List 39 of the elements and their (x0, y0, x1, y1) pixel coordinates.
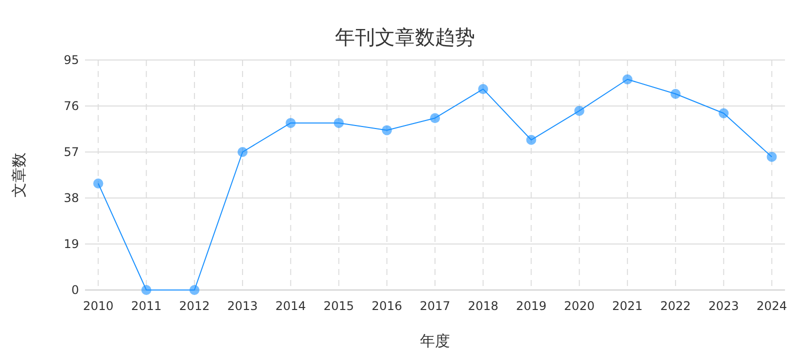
x-tick-label: 2011 (131, 299, 162, 313)
x-tick-label: 2015 (324, 299, 354, 313)
x-tick-label: 2023 (708, 299, 739, 313)
x-tick-label: 2010 (82, 299, 114, 313)
point (430, 113, 440, 124)
x-tick-label: 2021 (612, 299, 643, 313)
x-axis-title: 年度 (420, 332, 450, 350)
x-tick-label: 2014 (275, 299, 306, 313)
x-tick-label: 2017 (420, 299, 450, 313)
y-tick-label: 19 (64, 237, 79, 252)
y-tick-label: 76 (64, 99, 79, 114)
x-tick-label: 2020 (564, 299, 595, 313)
x-tick-label: 2019 (516, 299, 546, 313)
y-tick-label: 95 (64, 53, 79, 68)
point (526, 134, 536, 145)
y-tick-label: 0 (71, 283, 79, 298)
chart-title: 年刊文章数趋势 (335, 25, 475, 49)
x-tick-label: 2016 (372, 299, 402, 313)
y-tick-label: 57 (64, 145, 79, 160)
y-axis-title: 文章数 (10, 152, 28, 198)
y-tick-label: 38 (64, 191, 79, 206)
point (141, 285, 152, 295)
point (286, 118, 296, 128)
point (670, 88, 681, 99)
point (189, 285, 200, 295)
point (238, 147, 248, 157)
x-tick-label: 2022 (660, 299, 691, 313)
point (574, 106, 584, 116)
point (382, 125, 392, 136)
x-tick-label: 2012 (179, 299, 210, 313)
x-tick-label: 2018 (468, 299, 498, 313)
point (93, 178, 104, 188)
point (622, 74, 632, 84)
x-tick-label: 2013 (227, 299, 258, 313)
point (334, 118, 344, 128)
point (478, 84, 488, 94)
x-tick-label: 2024 (756, 299, 788, 313)
point (718, 108, 729, 118)
point (766, 152, 777, 162)
